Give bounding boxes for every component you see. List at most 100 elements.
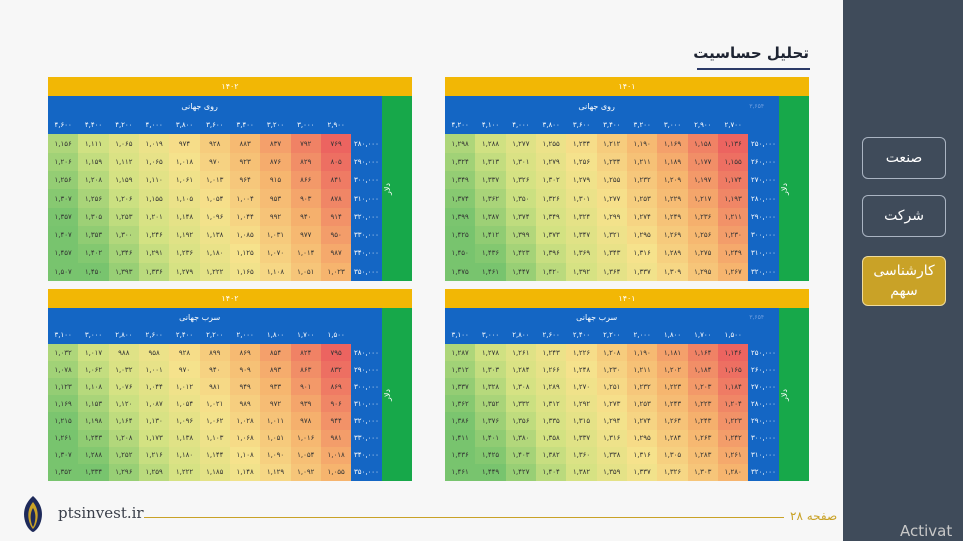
site-url[interactable]: ptsinvest.ir: [58, 504, 144, 522]
value-cell: ۹۴۴: [320, 412, 352, 430]
value-cell: ۱,۲۲۳: [717, 412, 749, 430]
value-cell: ۱,۰۲۸: [229, 412, 261, 430]
value-cell: ۱,۱۲۰: [108, 395, 139, 413]
value-cell: ۱,۱۶۴: [108, 412, 139, 430]
value-cell: ۱,۰۵۴: [169, 395, 200, 413]
value-cell: ۹۸۹: [229, 395, 261, 413]
value-cell: ۱,۲۶۱: [505, 343, 536, 362]
value-cell: ۱,۲۴۹: [717, 244, 749, 263]
sidebar-item-company[interactable]: شرکت: [862, 195, 946, 237]
value-cell: ۱,۱۸۴: [687, 361, 718, 379]
value-cell: ۱,۳۷۶: [475, 412, 506, 430]
value-cell: ۱,۳۸۰: [505, 429, 536, 447]
value-cell: ۱,۳۰۲: [535, 171, 567, 190]
exchange-rate-row-header: ۳۱۰,۰۰۰: [748, 446, 779, 464]
table-row: ۱,۲۶۱ ۱,۲۴۳ ۱,۲۰۸ ۱,۱۷۳ ۱,۱۳۸ ۱,۱۰۳ ۱,۰۶۸ ۱,۰۵۱…: [48, 429, 412, 447]
value-cell: ۱,۳۱۳: [475, 152, 506, 172]
value-cell: ۱,۰۴۴: [229, 207, 261, 227]
value-cell: ۱,۴۰۲: [78, 244, 109, 263]
value-cell: ۱,۰۰۱: [138, 361, 170, 379]
sidebar: صنعت شرکت کارشناسی سهم: [843, 0, 963, 541]
currency-axis-text: دلار: [779, 182, 789, 195]
value-cell: ۱,۳۰۹: [657, 262, 688, 281]
sensitivity-table-bottom-left: ۱۴۰۲ سرب جهانی دلار ۳,۱۰۰ ۳,۰۰۰ ۲,۸۰۰ ۲,۶۰۰ ۲,۴…: [48, 289, 412, 481]
value-cell: ۱,۴۰۷: [48, 226, 79, 245]
table-row: ۱,۳۰۷ ۱,۲۵۶ ۱,۲۰۶ ۱,۱۵۵ ۱,۱۰۵ ۱,۰۵۴ ۱,۰۰۴ ۹۵۳ ۹۰…: [48, 189, 412, 208]
value-cell: ۸۹۳: [260, 361, 291, 379]
value-cell: ۱,۲۸۷: [445, 343, 476, 362]
value-cell: ۱,۲۷۳: [596, 395, 627, 413]
value-cell: ۱,۲۰۸: [78, 171, 109, 190]
value-cell: ۹۰۱: [290, 378, 321, 396]
value-cell: ۱,۲۶۶: [535, 361, 567, 379]
value-cell: ۱,۱۸۴: [717, 378, 749, 396]
value-cell: ۱,۲۳۶: [687, 207, 718, 227]
value-cell: ۱,۳۰۷: [48, 446, 79, 464]
value-cell: ۱,۲۱۷: [687, 189, 718, 208]
value-cell: ۱,۱۵۵: [138, 189, 170, 208]
value-cell: ۱,۰۳۲: [108, 361, 139, 379]
price-column-header: ۳,۴۰۰: [596, 116, 627, 135]
sidebar-item-industry[interactable]: صنعت: [862, 137, 946, 179]
value-cell: ۱,۰۱۹: [138, 134, 170, 153]
exchange-rate-row-header: ۲۷۰,۰۰۰: [748, 171, 779, 190]
value-cell: ۱,۲۵۶: [566, 152, 597, 172]
value-cell: ۱,۳۱۵: [566, 412, 597, 430]
value-cell: ۹۲۳: [229, 152, 261, 172]
value-cell: ۹۵۸: [138, 343, 170, 362]
value-cell: ۱,۱۴۴: [199, 446, 230, 464]
price-column-header: ۱,۸۰۰: [260, 326, 291, 344]
product-header: روی جهانی: [48, 96, 352, 117]
value-cell: ۱,۴۴۹: [475, 463, 506, 481]
value-cell: ۱,۲۵۹: [138, 463, 170, 481]
price-column-header: ۱,۵۰۰: [320, 326, 352, 344]
value-cell: ۹۰۶: [320, 395, 352, 413]
value-cell: ۱,۰۲۱: [199, 395, 230, 413]
product-header: سرب جهانی: [445, 308, 749, 327]
price-column-header: ۲,۰۰۰: [229, 326, 261, 344]
price-column-header: ۲,۲۰۰: [199, 326, 230, 344]
sidebar-item-share-valuation[interactable]: کارشناسی سهم: [862, 256, 946, 306]
value-cell: ۱,۲۷۵: [687, 244, 718, 263]
value-cell: ۹۳۹: [290, 395, 321, 413]
value-cell: ۱,۳۴۷: [566, 226, 597, 245]
product-header: سرب جهانی: [48, 308, 352, 327]
value-cell: ۱,۰۵۵: [320, 463, 352, 481]
value-cell: ۱,۴۶۱: [445, 463, 476, 481]
value-cell: ۱,۱۵۶: [48, 134, 79, 153]
value-cell: ۱,۱۴۸: [169, 207, 200, 227]
value-cell: ۱,۵۰۷: [48, 262, 79, 281]
exchange-rate-row-header: ۳۰۰,۰۰۰: [351, 171, 382, 190]
page-number: صفحه ۲۸: [790, 509, 838, 523]
value-cell: ۱,۱۲۹: [260, 463, 291, 481]
value-cell: ۱,۳۳۲: [505, 395, 536, 413]
price-column-header: ۲,۹۰۰: [687, 116, 718, 135]
currency-axis-label: دلار: [381, 96, 412, 281]
value-cell: ۱,۳۰۱: [505, 152, 536, 172]
value-cell: ۱,۳۴۹: [535, 207, 567, 227]
value-cell: ۱,۲۳۲: [626, 171, 658, 190]
price-column-header: ۳,۲۰۰: [260, 116, 291, 135]
value-cell: ۱,۲۴۲: [717, 429, 749, 447]
row-header-spacer: [351, 326, 382, 344]
value-cell: ۱,۳۲۴: [566, 207, 597, 227]
exchange-rate-row-header: ۳۰۰,۰۰۰: [351, 378, 382, 396]
value-cell: ۱,۲۳۴: [566, 134, 597, 153]
value-cell: ۷۹۵: [320, 343, 352, 362]
currency-axis-text: دلار: [382, 182, 392, 195]
value-cell: ۸۲۹: [290, 152, 321, 172]
value-cell: ۱,۲۲۳: [657, 378, 688, 396]
value-cell: ۱,۳۵۰: [505, 189, 536, 208]
value-cell: ۱,۰۷۸: [48, 361, 79, 379]
value-cell: ۱,۰۱۴: [290, 244, 321, 263]
value-cell: ۹۸۸: [108, 343, 139, 362]
corner-cell: [351, 96, 382, 117]
value-cell: ۱,۳۵۳: [78, 226, 109, 245]
value-cell: ۱,۲۳۶: [169, 244, 200, 263]
value-cell: ۸۵۴: [260, 343, 291, 362]
value-cell: ۱,۱۰۵: [169, 189, 200, 208]
value-cell: ۱,۲۵۳: [626, 189, 658, 208]
price-column-header: ۳,۸۰۰: [169, 116, 200, 135]
value-cell: ۱,۲۸۹: [657, 244, 688, 263]
price-column-header: ۴,۶۰۰: [48, 116, 79, 135]
